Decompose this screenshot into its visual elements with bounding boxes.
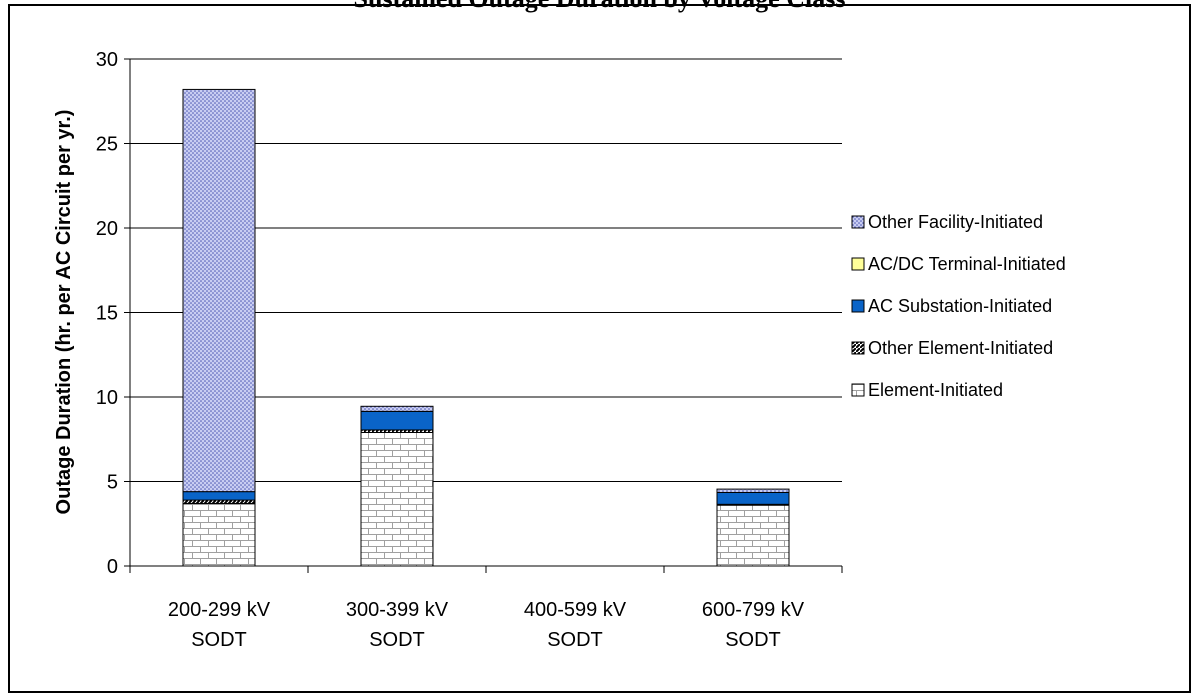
bar-segment-other-facility-initiated	[182, 88, 256, 493]
legend-label: Other Element-Initiated	[868, 338, 1053, 358]
bar-segment-ac-substation-initiated	[360, 410, 434, 431]
x-category-label: SODT	[725, 629, 781, 651]
x-category-label: 200-299 kV	[168, 599, 271, 621]
y-tick-label: 30	[96, 49, 118, 71]
legend-swatch	[851, 341, 865, 355]
x-category-label: SODT	[191, 629, 247, 651]
bar-segment-element-initiated	[360, 431, 434, 567]
bar-segment-ac-substation-initiated	[182, 491, 256, 501]
y-tick-label: 15	[96, 303, 118, 325]
y-tick-label: 10	[96, 387, 118, 409]
bar-segment-other-facility-initiated	[360, 405, 434, 412]
legend-label: Other Facility-Initiated	[868, 212, 1043, 232]
bar-segment-ac-substation-initiated	[716, 491, 790, 505]
y-tick-label: 20	[96, 218, 118, 240]
x-category-label: 600-799 kV	[702, 599, 805, 621]
legend-label: Element-Initiated	[868, 380, 1003, 400]
legend-label: AC/DC Terminal-Initiated	[868, 254, 1066, 274]
bar-segment-element-initiated	[182, 502, 256, 567]
x-category-label: 400-599 kV	[524, 599, 627, 621]
bars-layer	[182, 88, 790, 567]
legend-swatch	[851, 299, 865, 313]
bar-segment-other-facility-initiated	[716, 488, 790, 493]
legend-swatch	[851, 383, 865, 397]
labels-layer: 0 5 10 15 20 25 30 200-299 kV SODT 300-399 kV SODT…	[96, 49, 805, 651]
y-tick-label: 25	[96, 134, 118, 156]
y-tick-label: 0	[107, 556, 118, 578]
y-axis-label: Outage Duration (hr. per AC Circuit per …	[53, 110, 75, 515]
bar-segment-other-element-initiated	[182, 499, 256, 504]
legend-layer: Other Facility-Initiated AC/DC Terminal-I…	[851, 212, 1066, 400]
bar-segment-element-initiated	[716, 504, 790, 567]
legend-label: AC Substation-Initiated	[868, 296, 1052, 316]
legend-swatch	[851, 215, 865, 229]
chart-title: Sustained Outage Duration by Voltage Cla…	[0, 0, 1199, 14]
y-tick-label: 5	[107, 472, 118, 494]
axes-layer	[124, 58, 843, 573]
x-category-label: 300-399 kV	[346, 599, 449, 621]
x-category-label: SODT	[369, 629, 425, 651]
x-category-label: SODT	[547, 629, 603, 651]
legend-swatch	[851, 257, 865, 271]
